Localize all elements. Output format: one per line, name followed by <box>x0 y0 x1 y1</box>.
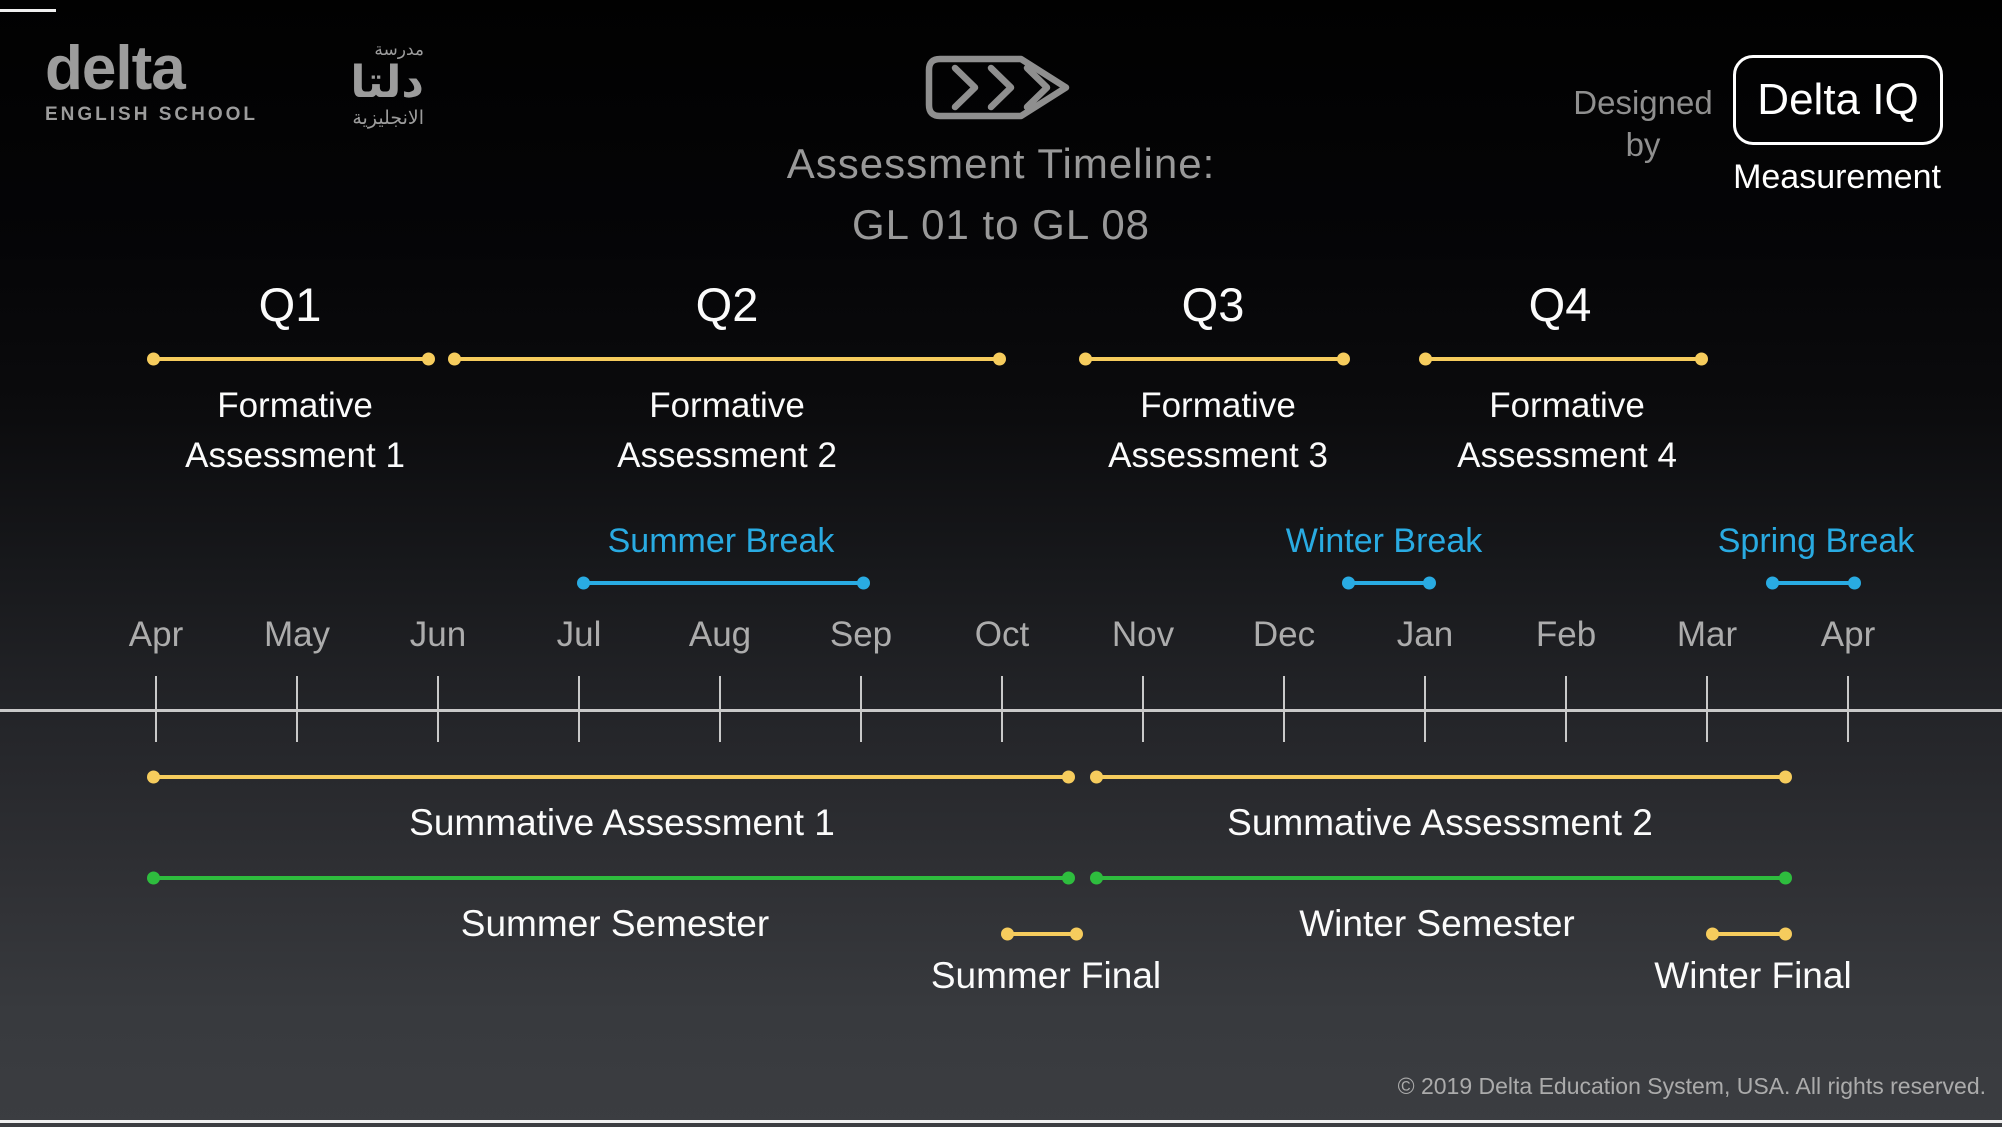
summer-semester-label: Summer Semester <box>460 903 770 944</box>
month-label-dec: Dec <box>1252 615 1316 654</box>
delta-iq-badge: Delta IQ <box>1733 55 1943 145</box>
winter-break-label: Winter Break <box>1285 522 1483 560</box>
q3-period-line <box>1085 357 1344 361</box>
winter-break-line <box>1348 581 1430 585</box>
axis-tick <box>1565 676 1567 742</box>
chevron-banner-icon <box>925 55 1070 120</box>
q1-period-line <box>153 357 429 361</box>
designed-by-line1: Designed <box>1573 84 1713 121</box>
top-left-edge-line <box>0 9 56 12</box>
logo-arabic-block: مدرسة دلتا الانجليزية <box>276 40 424 130</box>
axis-tick <box>155 676 157 742</box>
summer-semester-line <box>153 876 1069 880</box>
delta-iq-measurement-label: Measurement <box>1733 158 1941 196</box>
axis-tick <box>437 676 439 742</box>
formative-assessment-3-label: Formative Assessment 3 <box>1108 386 1328 475</box>
month-label-nov: Nov <box>1111 615 1175 654</box>
month-label-may: May <box>263 615 331 654</box>
axis-tick <box>860 676 862 742</box>
axis-tick <box>1283 676 1285 742</box>
quarter-label-q2: Q2 <box>695 278 759 331</box>
q4-period-line <box>1425 357 1702 361</box>
spring-break-label: Spring Break <box>1717 522 1915 560</box>
month-label-feb: Feb <box>1535 615 1597 654</box>
winter-semester-label: Winter Semester <box>1299 903 1575 944</box>
month-label-jul: Jul <box>556 615 602 654</box>
logo-arabic-tagline: الانجليزية <box>352 107 425 129</box>
summer-break-line <box>583 581 864 585</box>
page-title-line2: GL 01 to GL 08 <box>851 201 1151 248</box>
month-label-oct: Oct <box>974 615 1030 654</box>
axis-tick <box>719 676 721 742</box>
bottom-edge-line <box>0 1120 2002 1123</box>
axis-tick <box>1001 676 1003 742</box>
summative-assessment-2-label: Summative Assessment 2 <box>1227 802 1653 843</box>
winter-semester-line <box>1096 876 1786 880</box>
summer-break-label: Summer Break <box>607 522 835 560</box>
summative-assessment-1-line <box>153 775 1069 779</box>
summer-final-line <box>1007 932 1077 936</box>
designed-by-line2: by <box>1625 126 1661 163</box>
quarter-label-q1: Q1 <box>258 278 322 331</box>
logo-english-block: delta ENGLISH SCHOOL <box>45 34 259 130</box>
formative-assessment-4-label: Formative Assessment 4 <box>1457 386 1677 475</box>
axis-tick <box>1706 676 1708 742</box>
delta-school-logo: delta ENGLISH SCHOOL مدرسة دلتا الانجليز… <box>45 34 424 130</box>
formative-assessment-2-label: Formative Assessment 2 <box>617 386 837 475</box>
logo-arabic-brand: دلتا <box>350 57 425 108</box>
winter-final-line <box>1712 932 1786 936</box>
q2-period-line <box>454 357 1000 361</box>
formative-assessment-1-label: Formative Assessment 1 <box>185 386 405 475</box>
quarter-label-q4: Q4 <box>1528 278 1592 331</box>
axis-tick <box>578 676 580 742</box>
axis-tick <box>1142 676 1144 742</box>
logo-brand-text: delta <box>45 34 186 103</box>
month-label-sep: Sep <box>829 615 893 654</box>
month-label-apr1: Apr <box>128 615 184 654</box>
axis-tick <box>1424 676 1426 742</box>
month-label-aug: Aug <box>688 615 752 654</box>
page-title-line1: Assessment Timeline: <box>786 140 1216 187</box>
axis-tick <box>1847 676 1849 742</box>
copyright-text: © 2019 Delta Education System, USA. All … <box>1397 1073 1986 1099</box>
winter-final-label: Winter Final <box>1654 955 1852 996</box>
spring-break-line <box>1772 581 1855 585</box>
month-label-apr2: Apr <box>1820 615 1876 654</box>
logo-tagline: ENGLISH SCHOOL <box>45 104 259 125</box>
month-label-jan: Jan <box>1396 615 1454 654</box>
summative-assessment-1-label: Summative Assessment 1 <box>409 802 835 843</box>
summer-final-label: Summer Final <box>930 955 1162 996</box>
axis-tick <box>296 676 298 742</box>
summative-assessment-2-line <box>1096 775 1786 779</box>
logo-arabic-school: مدرسة <box>374 40 425 60</box>
month-label-jun: Jun <box>409 615 467 654</box>
quarter-label-q3: Q3 <box>1181 278 1245 331</box>
month-label-mar: Mar <box>1676 615 1738 654</box>
